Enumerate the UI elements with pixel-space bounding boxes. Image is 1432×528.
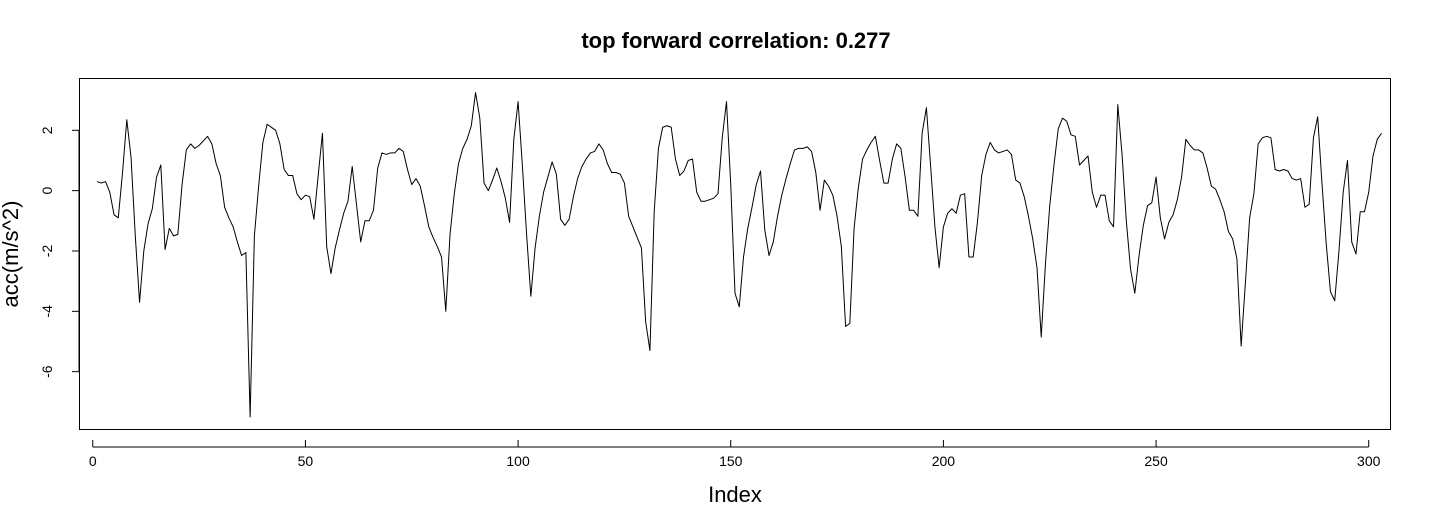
y-tick-label: -4 (39, 305, 55, 318)
x-tick-label: 250 (1144, 453, 1168, 469)
y-tick-label: -6 (39, 365, 55, 378)
series-line (96, 92, 1382, 418)
chart-title: top forward correlation: 0.277 (581, 28, 890, 53)
x-tick-label: 150 (719, 453, 743, 469)
y-axis-label: acc(m/s^2) (0, 201, 23, 308)
y-tick-label: 2 (39, 126, 55, 134)
y-tick-label: 0 (39, 187, 55, 195)
y-axis: 2 0 -2 -4 -6 (39, 126, 80, 378)
y-tick-label: -2 (39, 245, 55, 258)
x-tick-label: 100 (506, 453, 530, 469)
x-tick-label: 200 (932, 453, 956, 469)
x-axis-label: Index (708, 482, 762, 507)
x-tick-label: 0 (89, 453, 97, 469)
x-tick-label: 300 (1357, 453, 1381, 469)
x-axis: 0 50 100 150 200 250 300 (89, 440, 1381, 469)
x-tick-label: 50 (298, 453, 314, 469)
